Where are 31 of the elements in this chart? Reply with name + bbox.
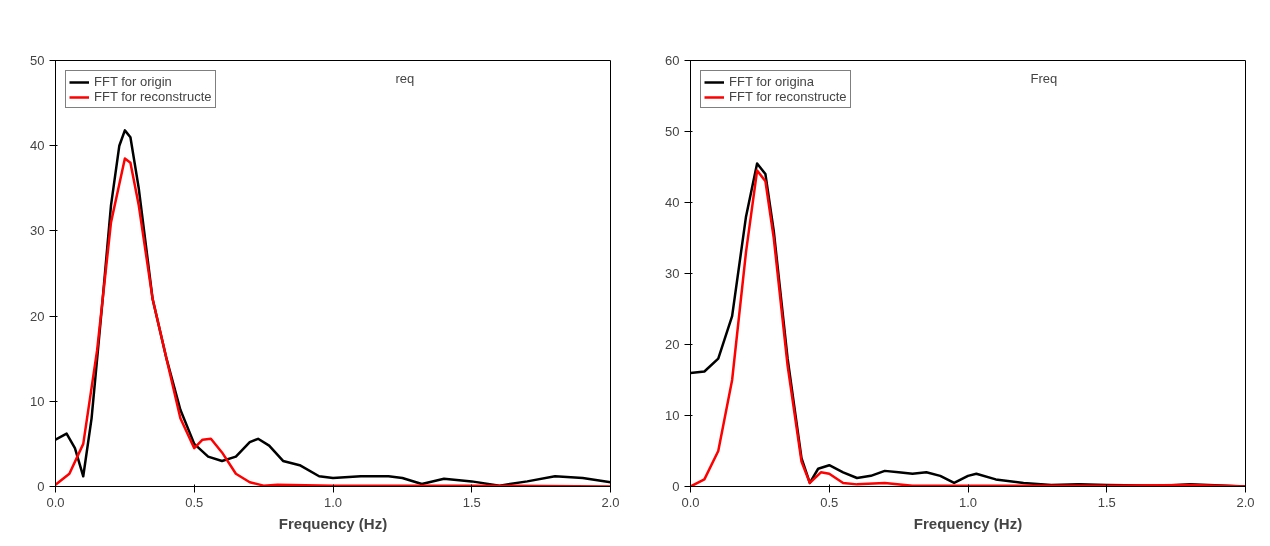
y-tick-label: 10 [30, 393, 45, 409]
x-tick-label: 1.5 [462, 494, 481, 510]
y-tick-label: 0 [672, 479, 680, 494]
x-tick-label: 1.5 [1097, 494, 1116, 510]
annotation: req [395, 70, 415, 86]
x-tick-label: 1.0 [323, 494, 343, 510]
x-tick-label: 0.5 [820, 494, 839, 510]
legend-label: FFT for reconstructe [94, 89, 212, 104]
x-axis-title: Frequency (Hz) [913, 514, 1023, 532]
y-tick-label: 0 [37, 479, 45, 494]
legend-label: FFT for origina [729, 74, 815, 89]
x-tick-label: 2.0 [601, 494, 620, 510]
y-tick-label: 60 [665, 53, 680, 68]
legend-label: FFT for reconstructe [729, 89, 847, 104]
y-tick-label: 20 [665, 337, 680, 352]
x-tick-label: 0.0 [681, 494, 700, 510]
y-tick-label: 30 [665, 266, 680, 281]
y-tick-label: 10 [665, 408, 680, 423]
y-tick-label: 20 [30, 308, 45, 324]
x-tick-label: 0.0 [46, 494, 65, 510]
y-tick-label: 50 [665, 124, 680, 139]
y-tick-label: 50 [30, 53, 45, 68]
y-tick-label: 30 [30, 223, 45, 239]
legend-label: FFT for origin [94, 74, 172, 89]
annotation: Freq [1030, 70, 1058, 86]
x-tick-label: 1.0 [958, 494, 978, 510]
x-axis-title: Frequency (Hz) [278, 514, 388, 532]
x-tick-label: 2.0 [1236, 494, 1255, 510]
x-tick-label: 0.5 [185, 494, 204, 510]
y-tick-label: 40 [30, 138, 45, 154]
y-tick-label: 40 [665, 195, 680, 210]
